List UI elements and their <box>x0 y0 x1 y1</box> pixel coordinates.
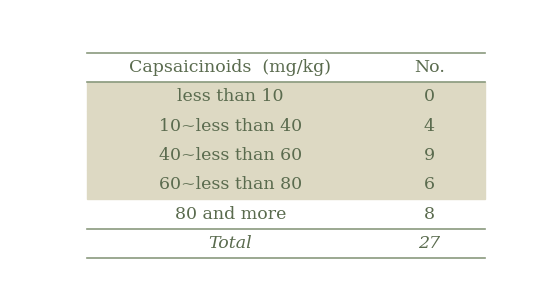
Text: 6: 6 <box>424 176 435 193</box>
Text: No.: No. <box>414 59 445 76</box>
Text: Capsaicinoids  (mg/kg): Capsaicinoids (mg/kg) <box>129 59 331 76</box>
Bar <box>87 141 485 170</box>
Bar <box>87 111 485 141</box>
Text: 10~less than 40: 10~less than 40 <box>158 118 302 135</box>
Text: 8: 8 <box>424 205 435 222</box>
Text: less than 10: less than 10 <box>177 88 283 105</box>
Text: 0: 0 <box>424 88 435 105</box>
Bar <box>87 170 485 199</box>
Text: 80 and more: 80 and more <box>175 205 286 222</box>
Text: 60~less than 80: 60~less than 80 <box>158 176 302 193</box>
Bar <box>87 82 485 112</box>
Text: 40~less than 60: 40~less than 60 <box>158 147 302 164</box>
Text: 27: 27 <box>418 235 440 252</box>
Text: 9: 9 <box>424 147 435 164</box>
Text: Total: Total <box>209 235 252 252</box>
Text: 4: 4 <box>424 118 435 135</box>
